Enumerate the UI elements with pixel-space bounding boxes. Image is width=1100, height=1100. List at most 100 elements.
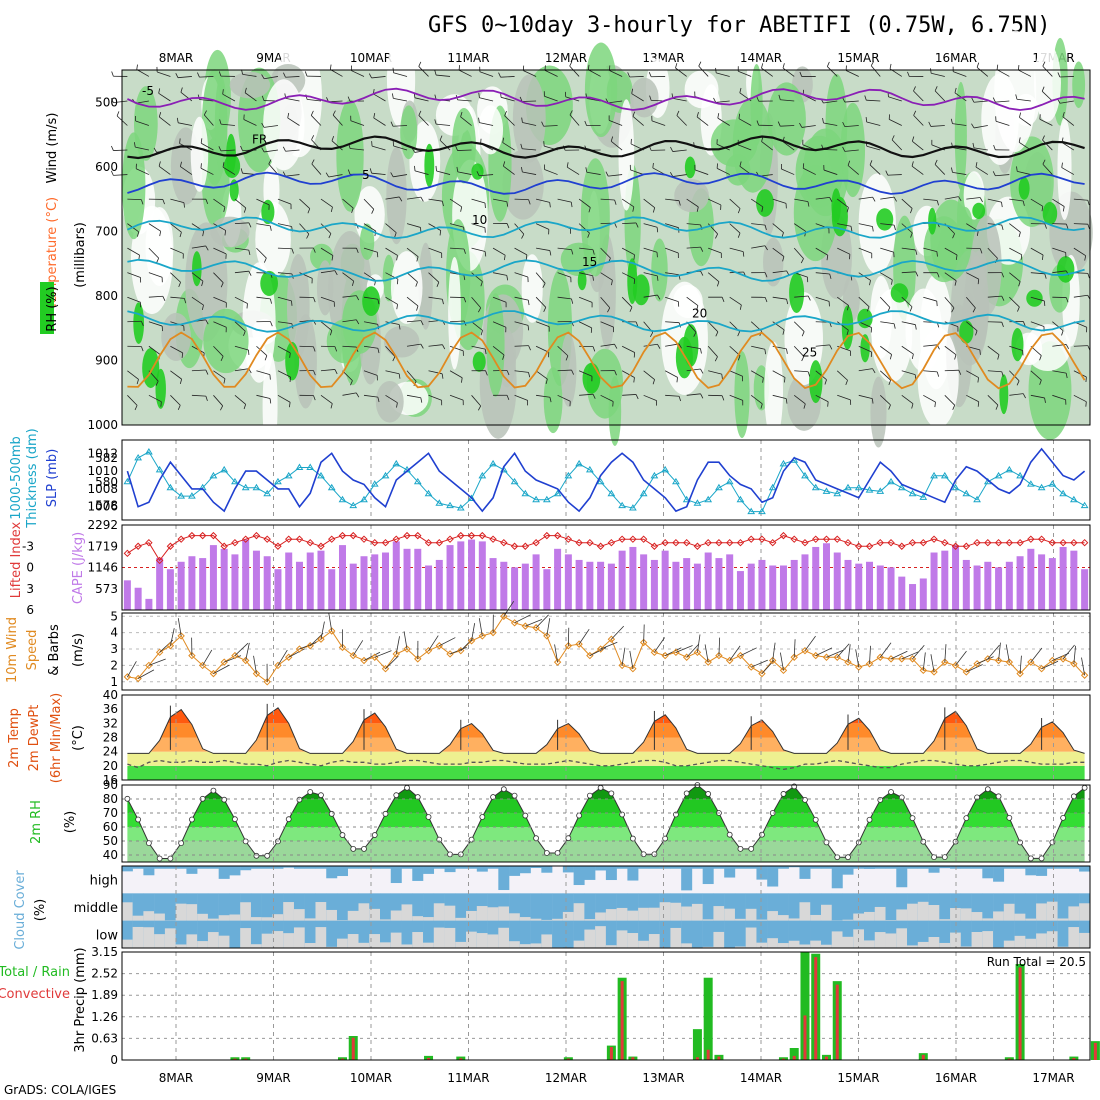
isotherm-line [127, 310, 1085, 333]
wind-barb [880, 345, 892, 355]
wind-barb [738, 70, 752, 77]
middle-cloud-bar [552, 893, 564, 921]
wind-barb [621, 272, 635, 280]
wind-barb [127, 198, 142, 201]
thickness-marker [413, 477, 422, 485]
wind-tick-label: 1 [110, 675, 118, 689]
wind-barb [944, 247, 958, 256]
wind-barb-feather [371, 208, 375, 214]
middle-gap-bar [1068, 906, 1080, 921]
low-gap-bar [702, 946, 714, 948]
temperature-tick-label: 32 [103, 716, 118, 730]
wind-barb-feather [739, 161, 742, 167]
wind-barb [686, 393, 701, 396]
wind-barb [880, 247, 894, 253]
wind-barb [751, 659, 768, 668]
low-cloud-bar [218, 920, 230, 948]
wind-barb [350, 120, 365, 126]
wind-barb [544, 95, 558, 102]
wind-barb [514, 370, 529, 373]
lifted-index-marker [1005, 539, 1014, 547]
wind-barb [457, 149, 472, 151]
wind-barb-feather [592, 346, 596, 352]
middle-cloud-bar [154, 893, 166, 921]
thickness-marker [1048, 480, 1057, 487]
wind-speed-marker [575, 640, 583, 648]
wind-barb [418, 66, 429, 77]
middle-gap-bar [670, 902, 682, 921]
wind-barb [643, 624, 645, 643]
lifted-index-marker [769, 539, 777, 547]
wind-barb [815, 247, 829, 256]
rh-high-area [223, 154, 241, 179]
wind-barb-feather [635, 394, 639, 400]
wind-speed-marker [607, 635, 616, 643]
wind-barb [890, 650, 908, 660]
wind-barb [779, 652, 784, 671]
rh-marker [780, 791, 787, 797]
low-gap-bar [1046, 931, 1058, 948]
middle-gap-bar [250, 917, 262, 921]
rh-marker [759, 831, 765, 838]
wind-barb [299, 223, 310, 235]
wind-barb [385, 196, 400, 200]
high-cloud-bar [433, 866, 445, 869]
wind-barb-feather [781, 232, 784, 238]
wind-barb-feather [248, 250, 251, 256]
wind-barb [707, 345, 718, 357]
wind-barb [546, 618, 551, 637]
lifted-index-marker [650, 542, 659, 550]
high-cloud-bar [724, 866, 736, 878]
wind-barb [922, 652, 926, 671]
wind-barb [342, 198, 354, 209]
thickness-marker [585, 465, 594, 473]
cape-bar [521, 563, 529, 610]
wind-barb [629, 76, 644, 78]
low-gap-bar [272, 931, 284, 948]
convective-precip-bar [459, 1058, 463, 1060]
isotherm-label: FR [252, 132, 267, 146]
wind-barb-feather [678, 343, 682, 349]
wind-barb [858, 223, 873, 227]
wind-barb [761, 659, 775, 674]
wind-barb-feather [847, 160, 851, 166]
wind-barb-feather [162, 199, 165, 205]
wind-barb [654, 637, 665, 653]
wind-barb [952, 172, 967, 175]
wind-barb [1059, 100, 1074, 104]
thickness-marker [822, 487, 831, 494]
high-cloud-bar [842, 866, 854, 875]
low-cloud-bar [681, 920, 693, 948]
wind-barb-feather [202, 231, 205, 237]
rh-high-area [192, 251, 202, 287]
cape-bar [726, 554, 734, 610]
wind-barb-feather [569, 110, 573, 116]
rh-area [229, 71, 271, 99]
lifted-index-marker [252, 531, 261, 540]
wind-barb-feather [631, 88, 633, 94]
wind-barb-feather [869, 280, 871, 286]
wind-barb [704, 644, 709, 663]
wind-barb [630, 169, 644, 175]
wind-barb-feather [1041, 206, 1044, 212]
low-cloud-bar [1014, 920, 1026, 948]
date-label: 8MAR [159, 1071, 194, 1085]
wind-barb-feather [1020, 254, 1023, 260]
wind-barb [113, 100, 128, 104]
thickness-marker [338, 495, 347, 503]
wind-barb-feather [993, 145, 996, 150]
thickness-marker [747, 507, 756, 515]
rh-marker [511, 792, 518, 799]
wind-barb [363, 247, 378, 253]
wind-speed-marker [317, 635, 325, 643]
cape-bar [123, 580, 131, 610]
wind-barb [869, 645, 871, 664]
wind-barb [203, 114, 214, 126]
wind-barb-feather [183, 298, 187, 304]
wind-barb-feather [951, 307, 955, 313]
wind-barb-feather [715, 331, 719, 337]
middle-cloud-bar [164, 893, 176, 921]
thickness-marker [295, 463, 304, 470]
cape-bar [650, 559, 658, 610]
wind-barb [200, 142, 214, 151]
